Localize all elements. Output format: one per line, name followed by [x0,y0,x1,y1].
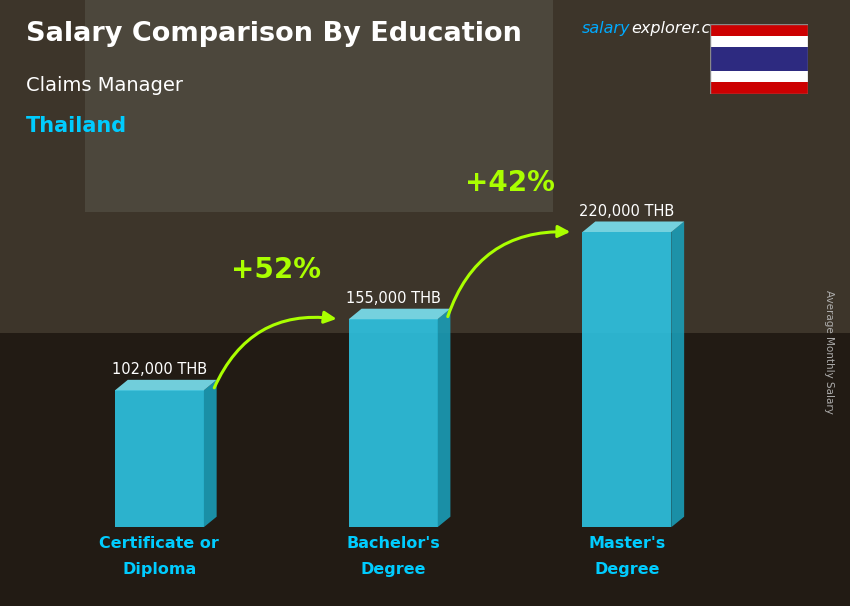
Bar [710,71,808,82]
Bar [85,0,552,212]
Bar [710,47,808,71]
Bar [0,333,850,606]
Text: Average Monthly Salary: Average Monthly Salary [824,290,834,413]
Text: salary: salary [582,21,631,36]
Polygon shape [672,221,684,527]
Polygon shape [204,380,217,527]
Text: Degree: Degree [360,562,426,577]
Text: Diploma: Diploma [122,562,196,577]
Text: explorer.com: explorer.com [632,21,736,36]
Polygon shape [115,380,217,390]
Text: +42%: +42% [465,169,555,197]
Text: Bachelor's: Bachelor's [346,536,440,551]
Text: +52%: +52% [231,256,321,284]
Text: Certificate or: Certificate or [99,536,219,551]
Bar [710,24,808,36]
Text: Claims Manager: Claims Manager [26,76,183,95]
Polygon shape [438,308,450,527]
Text: 102,000 THB: 102,000 THB [112,362,207,377]
Text: 220,000 THB: 220,000 THB [579,204,675,219]
Text: 155,000 THB: 155,000 THB [346,291,440,306]
Text: Thailand: Thailand [26,116,127,136]
Bar [0,0,850,333]
Polygon shape [348,319,438,527]
Text: Degree: Degree [594,562,660,577]
Text: Salary Comparison By Education: Salary Comparison By Education [26,21,521,47]
Bar [710,36,808,47]
Polygon shape [582,232,672,527]
Polygon shape [582,221,684,232]
Text: Master's: Master's [588,536,666,551]
Polygon shape [115,390,204,527]
Polygon shape [348,308,451,319]
Bar [710,82,808,94]
